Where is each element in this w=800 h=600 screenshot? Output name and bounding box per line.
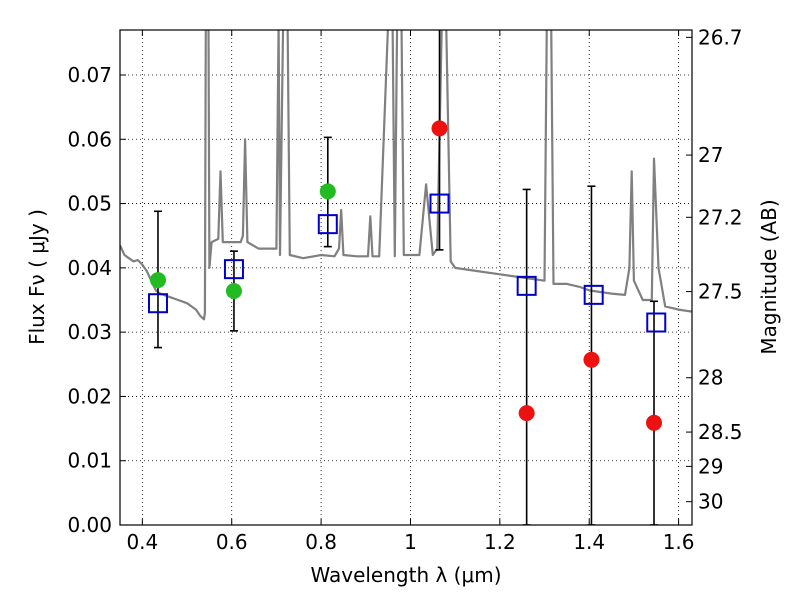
red-point [646, 414, 663, 431]
model-square [429, 193, 450, 214]
x-tick-label: 1.4 [573, 530, 605, 554]
spectrum-line [120, 30, 692, 321]
x-tick-label: 1.2 [484, 530, 516, 554]
green-point [225, 283, 242, 299]
y-tick-label: 0.04 [67, 256, 112, 280]
spectrum-path [120, 30, 692, 321]
model-square [317, 214, 338, 235]
y2-tick-label: 27.5 [698, 280, 743, 304]
x-axis-label: Wavelength λ (μm) [310, 563, 501, 587]
y-tick-label: 0.07 [67, 63, 112, 87]
green-point [149, 272, 166, 289]
y2-tick-label: 29 [698, 454, 723, 478]
model-square [583, 284, 604, 305]
x-tick-label: 0.8 [305, 530, 337, 554]
model-square [223, 259, 244, 280]
model-square [646, 312, 667, 333]
model-square [147, 293, 168, 314]
red-point [518, 405, 535, 422]
x-tick-label: 0.6 [216, 530, 248, 554]
y2-tick-label: 28.5 [698, 420, 743, 444]
y-tick-label: 0.01 [67, 449, 112, 473]
y-tick-label: 0.03 [67, 320, 112, 344]
red-point [583, 351, 600, 368]
plot-frame [119, 29, 693, 526]
y2-axis-label: Magnitude (AB) [757, 199, 781, 354]
y2-tick-label: 27 [698, 143, 723, 167]
data-points [147, 120, 667, 431]
axis-ticks: 0.4 0.6 0.8 1 1.2 1.4 1.6 0.00 0.01 0.02 0.03 0.04 0… [67, 25, 742, 554]
y2-tick-label: 28 [698, 366, 723, 390]
x-tick-label: 1 [404, 530, 417, 554]
y-tick-label: 0.00 [67, 513, 112, 537]
y-tick-label: 0.06 [67, 127, 112, 151]
y-tick-label: 0.02 [67, 384, 112, 408]
y2-tick-label: 26.7 [698, 25, 743, 49]
y2-tick-label: 27.2 [698, 205, 743, 229]
red-point [431, 120, 448, 137]
error-bars [153, 30, 659, 525]
y-axis-label: Flux Fν ( μJy ) [25, 209, 49, 345]
x-tick-label: 0.4 [126, 530, 158, 554]
green-point [319, 183, 336, 200]
x-tick-label: 1.6 [663, 530, 695, 554]
model-square [516, 275, 537, 296]
y-tick-label: 0.05 [67, 192, 112, 216]
y2-tick-label: 30 [698, 490, 723, 514]
